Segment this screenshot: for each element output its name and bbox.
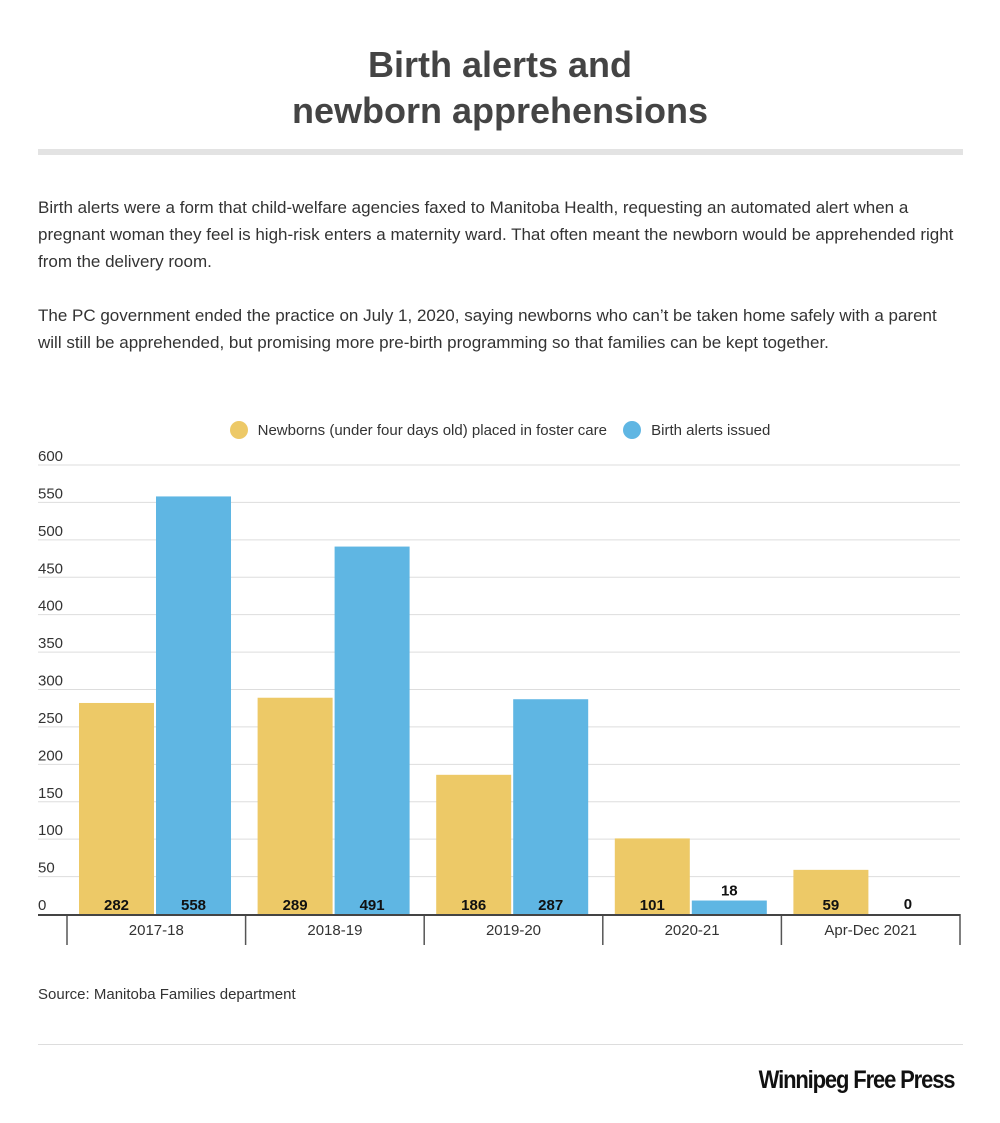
- data-label: 282: [104, 897, 129, 914]
- x-tick-label: 2020-21: [665, 922, 720, 939]
- page-title: Birth alerts and newborn apprehensions: [0, 42, 1000, 134]
- y-tick-label: 0: [38, 897, 46, 914]
- bar-newborns: [436, 774, 512, 914]
- title-line-2: newborn apprehensions: [291, 90, 709, 131]
- y-tick-label: 200: [38, 747, 63, 764]
- data-label: 0: [904, 896, 912, 913]
- x-tick-label: 2017-18: [129, 922, 184, 939]
- legend-label: Birth alerts issued: [651, 421, 771, 439]
- y-tick-label: 400: [38, 598, 63, 615]
- legend-label: Newborns (under four days old) placed in…: [257, 421, 607, 439]
- y-tick-label: 450: [38, 560, 63, 577]
- data-label: 186: [461, 897, 486, 914]
- legend-swatch-blue: [623, 421, 642, 439]
- data-label: 289: [283, 897, 308, 914]
- legend-swatch-yellow: [229, 421, 248, 439]
- bar-newborns: [614, 838, 690, 914]
- bar-chart: 0 50 100 150 200 250 300 350 400 450 500 550 600 282 5…: [38, 448, 961, 945]
- bar-newborns: [793, 869, 869, 914]
- y-tick-label: 350: [38, 635, 63, 652]
- legend-item-birth-alerts: Birth alerts issued: [623, 421, 770, 439]
- bar-newborns: [79, 702, 154, 914]
- legend-item-newborns: Newborns (under four days old) placed in…: [229, 421, 607, 439]
- bar-birth-alerts: [334, 546, 410, 914]
- title-divider: [38, 149, 963, 155]
- title-line-1: Birth alerts and: [367, 44, 633, 85]
- y-tick-label: 300: [38, 673, 63, 690]
- y-tick-label: 250: [38, 710, 63, 727]
- y-tick-label: 50: [38, 860, 55, 877]
- bar-birth-alerts: [156, 496, 231, 914]
- source-note: Source: Manitoba Families department: [38, 986, 296, 1003]
- data-label: 558: [181, 897, 206, 914]
- data-label: 101: [640, 897, 665, 914]
- winnipeg-free-press-logo: Winnipeg Free Press: [758, 1066, 955, 1094]
- x-tick-label: Apr-Dec 2021: [824, 922, 917, 939]
- y-tick-label: 100: [38, 822, 63, 839]
- y-tick-label: 600: [38, 448, 63, 465]
- bar-newborns: [257, 697, 333, 914]
- data-label: 18: [721, 883, 738, 900]
- data-label: 59: [823, 897, 840, 914]
- y-tick-label: 550: [38, 485, 63, 502]
- bar-birth-alerts: [513, 699, 589, 914]
- data-label: 287: [538, 897, 563, 914]
- footer-divider: [38, 1044, 963, 1045]
- x-tick-label: 2019-20: [486, 922, 541, 939]
- data-label: 491: [360, 897, 385, 914]
- y-tick-label: 500: [38, 523, 63, 540]
- chart-legend: Newborns (under four days old) placed in…: [0, 421, 1000, 443]
- intro-paragraph-1: Birth alerts were a form that child-welf…: [38, 198, 954, 271]
- y-tick-label: 150: [38, 785, 63, 802]
- bar-birth-alerts: [691, 900, 767, 914]
- x-tick-label: 2018-19: [307, 922, 362, 939]
- intro-paragraph-2: The PC government ended the practice on …: [38, 306, 937, 352]
